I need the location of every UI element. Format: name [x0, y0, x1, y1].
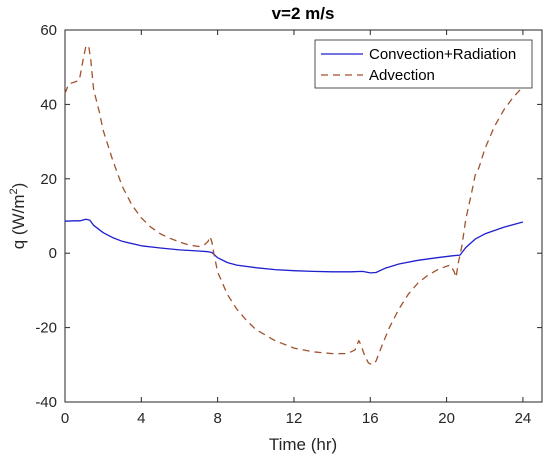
legend-label-convection-radiation: Convection+Radiation — [369, 46, 516, 63]
y-ticks: -40 -20 0 20 40 60 — [35, 22, 542, 411]
x-tick-label: 24 — [515, 410, 532, 427]
y-tick-label: 0 — [49, 245, 57, 262]
y-axis-label-close: ) — [9, 183, 28, 189]
series-line-advection — [64, 44, 524, 366]
x-tick-label: 12 — [286, 410, 303, 427]
x-tick-label: 8 — [213, 410, 221, 427]
series-line-convection-radiation — [64, 218, 524, 274]
y-tick-label: 20 — [40, 171, 57, 188]
x-tick-label: 20 — [438, 410, 455, 427]
series-layer — [64, 44, 524, 366]
x-tick-label: 16 — [362, 410, 379, 427]
y-tick-label: 40 — [40, 96, 57, 113]
y-axis-label: q (W/m2) — [8, 183, 28, 250]
y-axis-label-sup: 2 — [8, 188, 20, 194]
x-tick-label: 0 — [61, 410, 69, 427]
chart-title: v=2 m/s — [272, 4, 335, 23]
x-ticks: 0 4 8 12 16 20 24 — [61, 30, 531, 427]
y-tick-label: 60 — [40, 22, 57, 39]
legend-label-advection: Advection — [369, 67, 435, 84]
y-tick-label: -20 — [35, 320, 57, 337]
y-tick-label: -40 — [35, 394, 57, 411]
y-axis-label-main: q (W/m — [9, 195, 28, 250]
x-tick-label: 4 — [137, 410, 145, 427]
x-axis-label: Time (hr) — [269, 435, 337, 454]
legend: Convection+Radiation Advection — [314, 39, 533, 89]
plot-area — [64, 29, 543, 403]
legend-box — [314, 39, 533, 89]
